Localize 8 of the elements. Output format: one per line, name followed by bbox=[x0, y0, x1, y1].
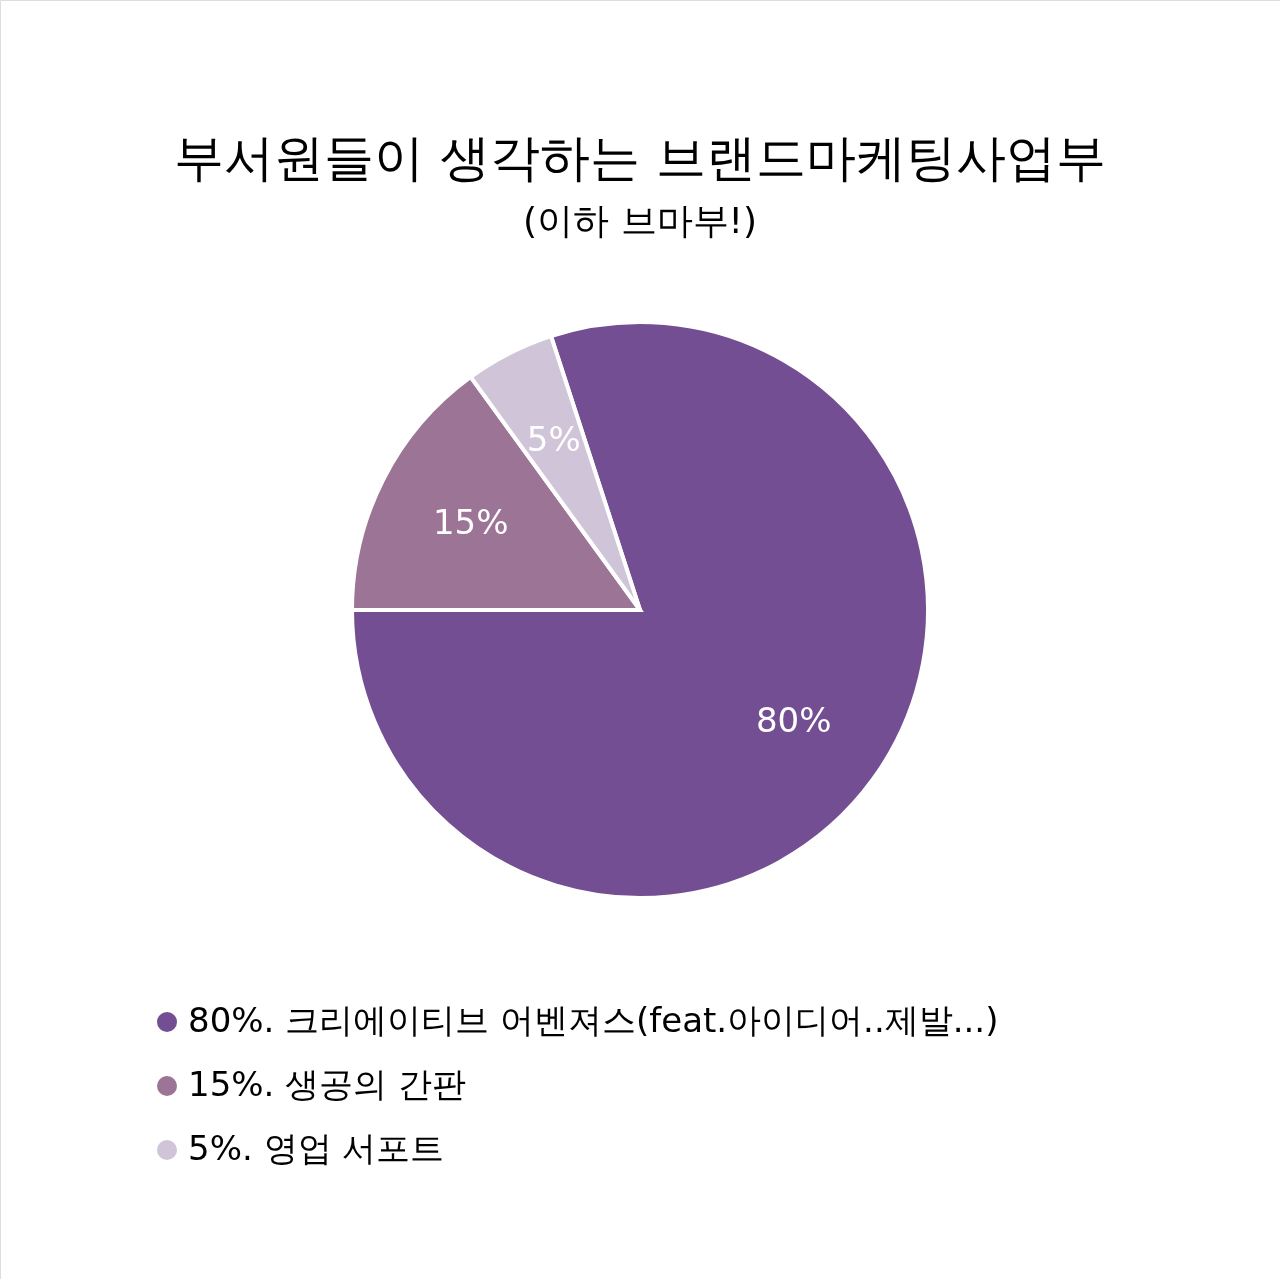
legend-label: 5%. 영업 서포트 bbox=[188, 1128, 445, 1168]
legend-label: 15%. 생공의 간판 bbox=[188, 1064, 466, 1104]
data-label: 15% bbox=[432, 501, 509, 542]
data-label: 5% bbox=[526, 418, 581, 459]
legend-label: 80%. 크리에이티브 어벤져스(feat.아이디어..제발...) bbox=[188, 1000, 999, 1040]
chart-title: 부서원들이 생각하는 브랜드마케팅사업부 bbox=[174, 129, 1106, 187]
chart-subtitle: (이하 브마부!) bbox=[523, 200, 757, 241]
data-label: 80% bbox=[755, 699, 832, 740]
